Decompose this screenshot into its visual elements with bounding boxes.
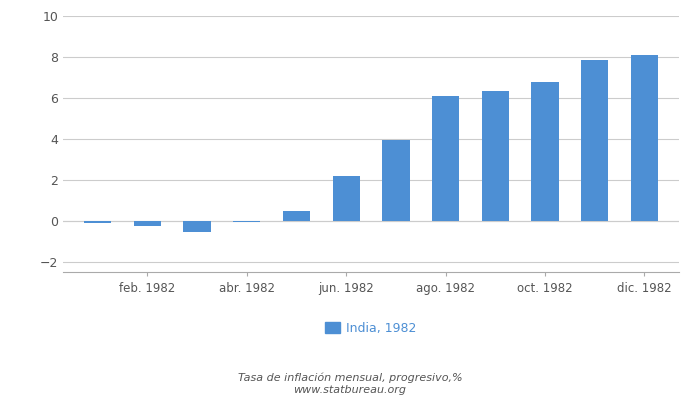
- Bar: [283, 210, 310, 221]
- Bar: [432, 96, 459, 221]
- Bar: [134, 221, 161, 226]
- Bar: [531, 82, 559, 221]
- Text: www.statbureau.org: www.statbureau.org: [293, 385, 407, 395]
- Bar: [631, 55, 658, 221]
- Text: Tasa de inflación mensual, progresivo,%: Tasa de inflación mensual, progresivo,%: [238, 373, 462, 383]
- Bar: [581, 60, 608, 221]
- Bar: [332, 176, 360, 221]
- Bar: [382, 140, 410, 221]
- Bar: [233, 221, 260, 222]
- Bar: [482, 91, 509, 221]
- Bar: [84, 221, 111, 223]
- Legend: India, 1982: India, 1982: [320, 317, 422, 340]
- Bar: [183, 221, 211, 232]
